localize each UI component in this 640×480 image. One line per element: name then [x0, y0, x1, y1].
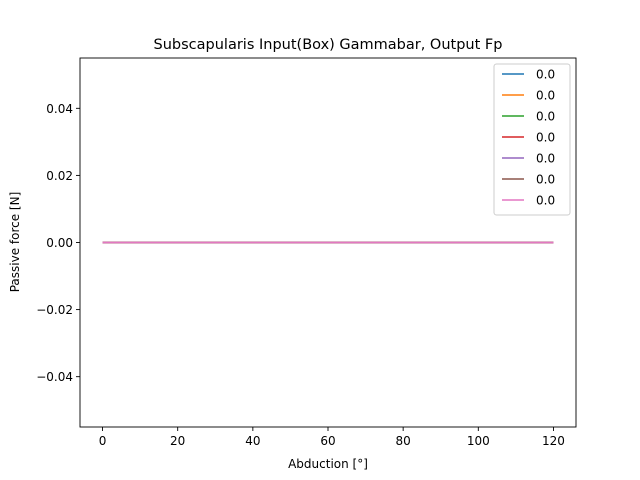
y-tick-label: −0.04	[36, 370, 73, 384]
legend-entry-label: 0.0	[536, 194, 555, 208]
x-axis-label: Abduction [°]	[288, 457, 368, 471]
y-axis: −0.04 −0.02 0.00 0.02 0.04	[36, 102, 80, 384]
legend-entry-label: 0.0	[536, 68, 555, 82]
legend-box	[493, 63, 571, 216]
x-tick-label: 100	[467, 434, 490, 448]
legend-entry-label: 0.0	[536, 152, 555, 166]
chart-title: Subscapularis Input(Box) Gammabar, Outpu…	[154, 37, 503, 53]
x-tick-label: 80	[396, 434, 411, 448]
x-tick-label: 40	[245, 434, 260, 448]
legend-entry-label: 0.0	[536, 110, 555, 124]
x-tick-label: 60	[320, 434, 335, 448]
x-tick-label: 0	[99, 434, 107, 448]
y-axis-label: Passive force [N]	[8, 192, 22, 293]
legend-entry-label: 0.0	[536, 89, 555, 103]
x-tick-label: 20	[170, 434, 185, 448]
legend: 0.0 0.0 0.0 0.0 0.0 0.0 0.0	[493, 63, 571, 216]
x-axis: 0 20 40 60 80 100 120	[99, 427, 565, 448]
x-tick-label: 120	[542, 434, 565, 448]
y-tick-label: 0.00	[46, 236, 73, 250]
y-tick-label: 0.02	[46, 169, 73, 183]
y-tick-label: −0.02	[36, 303, 73, 317]
y-tick-label: 0.04	[46, 102, 73, 116]
axes-frame	[79, 57, 577, 428]
legend-entry-label: 0.0	[536, 131, 555, 145]
legend-entry-label: 0.0	[536, 173, 555, 187]
